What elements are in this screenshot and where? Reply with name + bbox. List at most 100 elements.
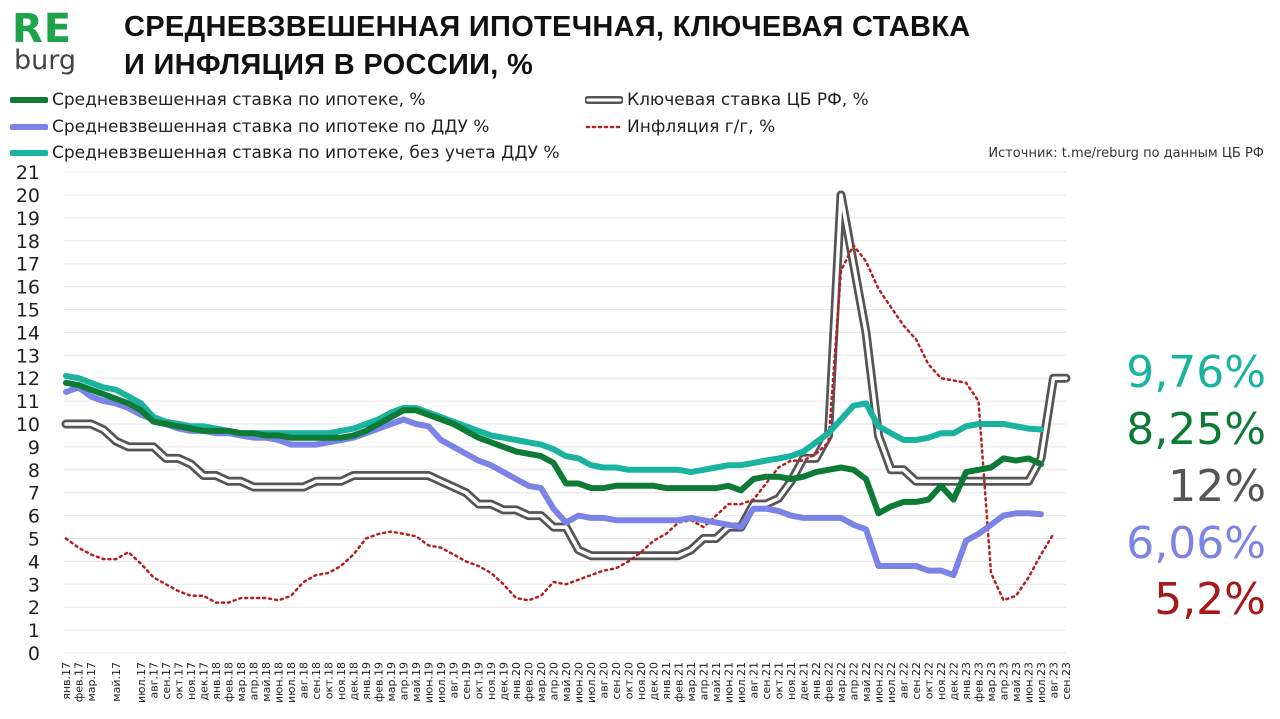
x-tick-label: дек.17 [198,662,211,701]
x-tick-label: дек.20 [648,662,661,701]
y-tick-label: 10 [16,414,40,436]
logo-re-text: RE [12,6,73,52]
x-tick-label: ноя.21 [785,662,798,700]
y-tick-label: 20 [16,185,40,207]
y-tick-label: 3 [28,574,40,596]
x-tick-label: июл.17 [135,662,148,703]
x-tick-label: янв.23 [960,662,973,700]
legend-item-ddu: Средневзвешенная ставка по ипотеке по ДД… [9,117,490,137]
x-tick-label: сен.17 [160,662,173,700]
x-tick-label: дек.19 [498,662,511,701]
x-tick-label: фев.17 [73,662,86,702]
x-tick-label: мар.18 [235,662,248,702]
x-tick-label: сен.19 [460,662,473,700]
x-tick-label: апр.20 [548,662,561,700]
y-tick-label: 16 [16,277,40,299]
x-tick-label: янв.18 [210,662,223,700]
x-tick-label: авг.19 [448,662,461,699]
legend-item-inflation: Инфляция г/г, % [585,117,775,137]
x-tick-label: авг.22 [898,662,911,699]
y-tick-label: 12 [16,368,40,390]
summary-value: 12% [1168,461,1266,512]
x-tick-label: мар.22 [835,662,848,702]
x-tick-label: авг.20 [598,662,611,699]
y-tick-label: 14 [16,322,40,344]
chart-title-line2: И ИНФЛЯЦИЯ В РОССИИ, % [124,49,534,81]
x-tick-label: июн.19 [423,662,436,703]
x-tick-label: июл.19 [435,662,448,703]
x-tick-label: июн.21 [723,662,736,703]
chart-title-line1: СРЕДНЕВЗВЕШЕННАЯ ИПОТЕЧНАЯ, КЛЮЧЕВАЯ СТА… [124,11,971,43]
x-tick-label: ноя.18 [335,662,348,700]
x-tick-label: янв.21 [660,662,673,700]
y-tick-label: 6 [28,506,40,528]
y-tick-label: 0 [28,643,40,665]
legend-item-no-ddu: Средневзвешенная ставка по ипотеке, без … [9,143,560,163]
legend-label-key-rate: Ключевая ставка ЦБ РФ, % [627,90,869,110]
x-tick-label: янв.19 [360,662,373,700]
x-tick-label: ноя.20 [635,662,648,700]
x-tick-label: сен.22 [910,662,923,700]
x-tick-label: окт.21 [773,662,786,699]
x-tick-label: ноя.17 [185,662,198,700]
x-tick-label: окт.20 [623,662,636,699]
x-tick-label: фев.19 [373,662,386,702]
x-tick-label: апр.18 [248,662,261,700]
legend-item-mortgage: Средневзвешенная ставка по ипотеке, % [9,90,426,110]
series-line-mortgage [63,379,1044,517]
x-tick-label: май.22 [860,662,873,702]
x-tick-label: май.23 [1010,662,1023,702]
series-line-inflation [64,244,1055,604]
legend-swatch-no-ddu [9,150,49,156]
series-line-key-inner [64,193,1068,558]
x-tick-label: дек.18 [348,662,361,701]
summary-value: 6,06% [1126,518,1266,569]
legend-label-no-ddu: Средневзвешенная ставка по ипотеке, без … [52,143,560,163]
legend-label-ddu: Средневзвешенная ставка по ипотеке по ДД… [52,117,490,137]
x-tick-label: июн.23 [1023,662,1036,703]
x-tick-label: мар.17 [85,662,98,702]
x-tick-label: апр.21 [698,662,711,700]
y-tick-label: 15 [16,300,40,322]
summary-value: 9,76% [1126,347,1266,398]
x-tick-label: авг.23 [1048,662,1061,699]
legend-label-inflation: Инфляция г/г, % [627,117,776,137]
y-tick-label: 9 [28,437,40,459]
legend-item-key-rate: Ключевая ставка ЦБ РФ, % [584,90,869,110]
x-tick-label: окт.22 [923,662,936,699]
x-tick-label: дек.21 [798,662,811,701]
x-tick-label: янв.22 [810,662,823,700]
x-tick-label: май.17 [110,662,123,702]
legend-label-mortgage: Средневзвешенная ставка по ипотеке, % [52,90,426,110]
x-tick-label: дек.22 [948,662,961,701]
x-tick-label: авг.18 [298,662,311,699]
x-tick-label: июл.21 [735,662,748,703]
x-tick-label: апр.22 [848,662,861,700]
x-tick-label: авг.17 [148,662,161,699]
x-tick-label: май.18 [260,662,273,702]
y-tick-label: 19 [16,208,40,230]
x-tick-label: окт.18 [323,662,336,699]
x-tick-label: янв.20 [510,662,523,700]
x-tick-label: июл.23 [1035,662,1048,703]
x-tick-label: мар.19 [385,662,398,702]
x-tick-label: июн.18 [273,662,286,703]
x-tick-label: окт.17 [173,662,186,699]
x-tick-label: май.19 [410,662,423,702]
y-tick-label: 11 [16,391,40,413]
line-chart: 0123456789101112131415161718192021янв.17… [16,162,1073,703]
x-tick-label: мар.23 [985,662,998,702]
x-tick-label: июл.20 [585,662,598,703]
legend-swatch-mortgage [9,97,49,103]
y-tick-label: 7 [28,483,40,505]
x-tick-label: ноя.22 [935,662,948,700]
x-tick-label: ноя.19 [485,662,498,700]
x-tick-label: апр.19 [398,662,411,700]
x-tick-label: май.21 [710,662,723,702]
reburg-logo: RE burg [12,6,82,74]
legend-swatch-key-rate [584,96,624,104]
summary-value: 5,2% [1154,574,1266,625]
x-tick-label: фев.20 [523,662,536,702]
x-tick-label: авг.21 [748,662,761,699]
x-tick-label: фев.21 [673,662,686,702]
